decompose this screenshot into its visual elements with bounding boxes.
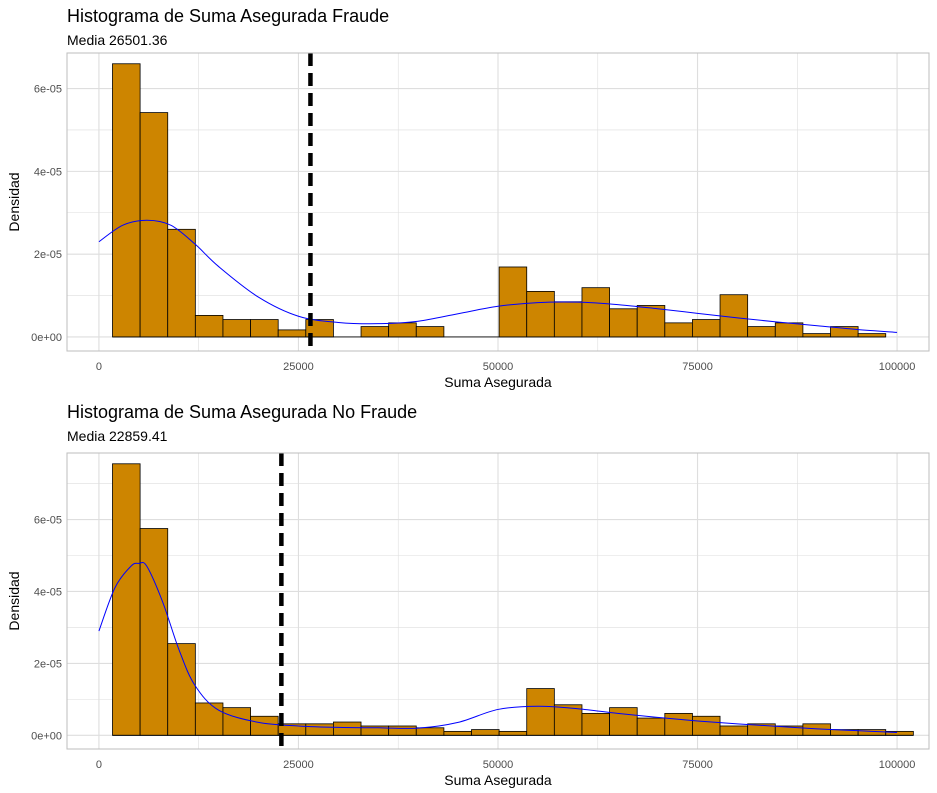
- histogram-bar: [443, 730, 472, 736]
- histogram-bar: [692, 319, 721, 338]
- histogram-bar: [360, 326, 390, 338]
- y-tick-label: 4e-05: [34, 166, 62, 178]
- histogram-bar: [636, 305, 666, 338]
- histogram-bar: [194, 702, 224, 736]
- x-tick-label: 75000: [682, 361, 713, 373]
- histogram-bar: [388, 725, 417, 736]
- y-axis-title: Densidad: [6, 571, 22, 630]
- chart-title: Histograma de Suma Asegurada Fraude: [67, 6, 390, 26]
- x-tick-label: 100000: [879, 361, 916, 373]
- y-tick-label: 2e-05: [34, 658, 62, 670]
- histogram-bar: [553, 301, 583, 338]
- histogram-bar: [305, 723, 334, 736]
- panel-border: [66, 52, 930, 352]
- histogram-bar: [112, 63, 141, 338]
- histogram-bar: [194, 315, 224, 338]
- histogram-bar: [112, 463, 141, 736]
- histogram-bar: [471, 729, 500, 736]
- histogram-bar: [636, 717, 666, 736]
- histogram-bar: [581, 712, 610, 736]
- x-tick-label: 50000: [483, 759, 514, 771]
- histogram-bar: [415, 326, 445, 338]
- y-tick-label: 6e-05: [34, 84, 62, 96]
- y-tick-label: 0e+00: [31, 332, 62, 344]
- histogram-bar: [609, 308, 638, 338]
- y-tick-label: 6e-05: [34, 515, 62, 527]
- histogram-bar: [139, 112, 169, 338]
- histogram-bar: [498, 730, 528, 736]
- x-tick-label: 0: [96, 759, 102, 771]
- histogram-bar: [222, 707, 251, 736]
- histogram-bar: [388, 322, 417, 338]
- x-tick-label: 25000: [283, 759, 314, 771]
- histogram-bar: [526, 688, 555, 736]
- histogram-bar: [553, 704, 583, 736]
- y-axis-title: Densidad: [6, 172, 22, 231]
- histogram-bar: [526, 290, 555, 338]
- histogram-bar: [250, 715, 279, 736]
- chart-title: Histograma de Suma Asegurada No Fraude: [67, 402, 418, 422]
- histogram-bar: [250, 319, 279, 338]
- chart-subtitle: Media 26501.36: [67, 32, 168, 48]
- chart-svg-fraude: 0 25000 50000 75000 100000 0e+00 2e-05 4e-05 6e-…: [6, 52, 930, 390]
- x-axis-title: Suma Asegurada: [444, 772, 552, 788]
- histogram-bar: [609, 707, 638, 736]
- y-tick-label: 2e-05: [34, 249, 62, 261]
- x-axis-title: Suma Asegurada: [444, 374, 552, 390]
- histogram-bar: [222, 319, 251, 338]
- histogram-bar: [857, 333, 887, 338]
- histogram-bar: [664, 322, 693, 338]
- histogram-bar: [581, 287, 610, 338]
- histogram-bar: [498, 266, 528, 338]
- chart-svg-no-fraude: 0 25000 50000 75000 100000 0e+00 2e-05 4e-05 6e-…: [6, 452, 930, 788]
- histogram-bar: [774, 322, 804, 338]
- x-tick-label: 75000: [682, 759, 713, 771]
- x-tick-label: 0: [96, 361, 102, 373]
- x-tick-label: 50000: [483, 361, 514, 373]
- histogram-bar: [333, 721, 362, 736]
- histogram-bar: [802, 333, 831, 338]
- y-tick-label: 4e-05: [34, 586, 62, 598]
- density-curve: [98, 219, 898, 333]
- histogram-bar: [719, 725, 749, 736]
- histogram-bar: [167, 228, 196, 338]
- y-tick-label: 0e+00: [31, 730, 62, 742]
- histogram-bar: [664, 712, 693, 736]
- chart-panel-fraude: Histograma de Suma Asegurada Fraude Medi…: [0, 0, 937, 396]
- histogram-bar: [719, 294, 749, 338]
- x-tick-label: 25000: [283, 361, 314, 373]
- chart-subtitle: Media 22859.41: [67, 428, 168, 444]
- histogram-bar: [277, 329, 307, 338]
- panel-border: [66, 452, 930, 750]
- histogram-bar: [167, 643, 196, 736]
- histogram-bar: [747, 326, 776, 338]
- density-curve: [98, 561, 898, 733]
- histogram-bar: [692, 715, 721, 736]
- x-tick-label: 100000: [879, 759, 916, 771]
- chart-panel-no-fraude: Histograma de Suma Asegurada No Fraude M…: [0, 396, 937, 793]
- histogram-bar: [139, 528, 169, 736]
- histogram-bar: [415, 727, 445, 736]
